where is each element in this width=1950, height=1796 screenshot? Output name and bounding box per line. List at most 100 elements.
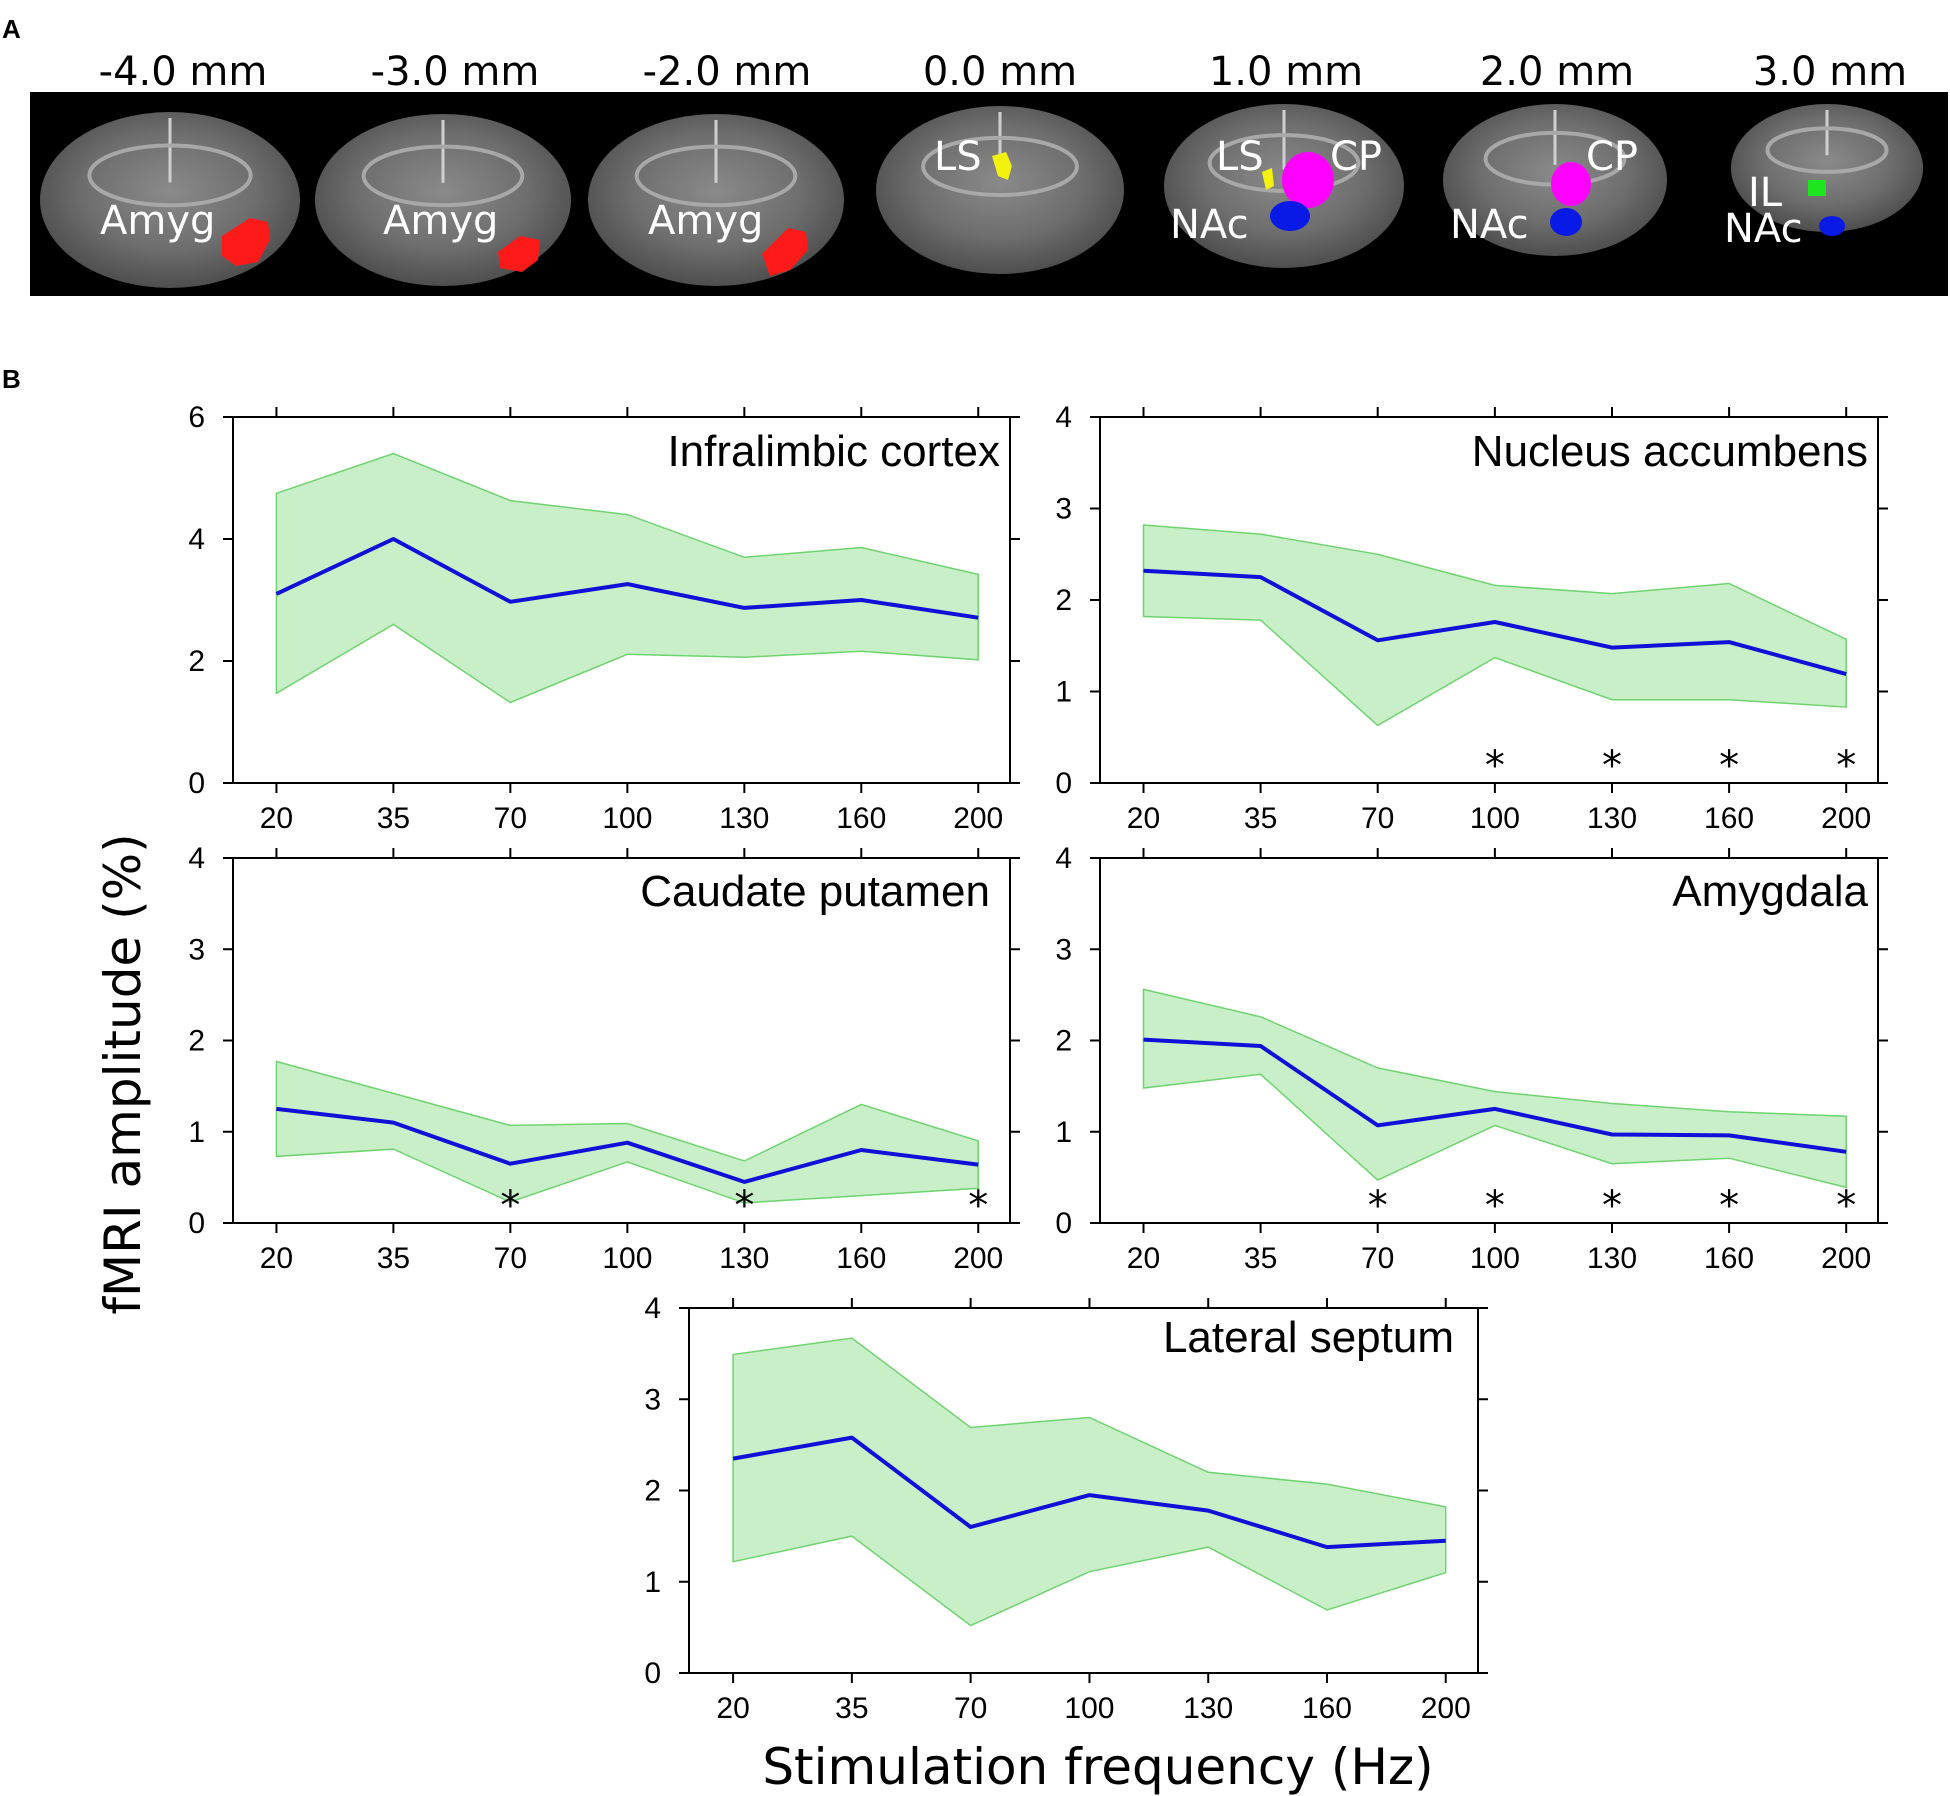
region-cp [1551, 162, 1591, 206]
significance-mark: * [500, 1183, 520, 1229]
y-tick-label: 3 [644, 1383, 661, 1416]
y-tick-label: 0 [644, 1657, 661, 1690]
x-axis-title: Stimulation frequency (Hz) [762, 1738, 1433, 1796]
brain-slice: -2.0 mm Amyg [588, 49, 844, 286]
slice-mm-label: 3.0 mm [1753, 49, 1907, 95]
region-label: Amyg [100, 198, 215, 244]
y-tick-label: 2 [188, 645, 205, 678]
brain-slice: 2.0 mm CP NAc [1443, 49, 1667, 256]
region-label: Amyg [383, 198, 498, 244]
y-tick-label: 4 [1055, 401, 1072, 434]
brain-slices: -4.0 mm Amyg -3.0 mm Amyg -2.0 mm Amyg 0.0 mm L… [40, 49, 1923, 288]
x-tick-label: 100 [602, 802, 652, 835]
y-tick-label: 4 [1055, 842, 1072, 875]
region-label: LS [934, 134, 982, 180]
white-matter-outline [87, 143, 253, 208]
slice-mm-label: -3.0 mm [371, 49, 540, 95]
white-matter-outline [1765, 126, 1889, 174]
y-tick-label: 6 [188, 401, 205, 434]
x-tick-label: 130 [719, 802, 769, 835]
significance-mark: * [1485, 743, 1505, 789]
y-tick-label: 0 [188, 1207, 205, 1240]
slice-mm-label: 2.0 mm [1480, 49, 1634, 95]
y-tick-label: 1 [188, 1116, 205, 1149]
x-tick-label: 200 [953, 1242, 1003, 1275]
chart-title: Amygdala [1672, 867, 1868, 916]
chart-title: Caudate putamen [640, 867, 990, 916]
slice-mm-label: -2.0 mm [643, 49, 812, 95]
y-tick-label: 2 [188, 1025, 205, 1058]
region-il [1808, 180, 1826, 196]
x-tick-label: 100 [1064, 1692, 1114, 1725]
white-matter-outline [921, 135, 1079, 198]
significance-mark: * [1368, 1183, 1388, 1229]
x-tick-label: 20 [260, 1242, 293, 1275]
significance-mark: * [1485, 1183, 1505, 1229]
region-amyg [498, 236, 540, 272]
y-tick-label: 3 [188, 933, 205, 966]
significance-mark: * [1719, 1183, 1739, 1229]
chart-title: Nucleus accumbens [1472, 427, 1868, 476]
region-nac [1270, 201, 1310, 231]
x-tick-label: 200 [1421, 1692, 1471, 1725]
y-tick-label: 1 [1055, 676, 1072, 709]
region-nac [1819, 216, 1845, 236]
x-tick-label: 70 [954, 1692, 987, 1725]
y-tick-label: 2 [1055, 1025, 1072, 1058]
x-tick-label: 35 [377, 802, 410, 835]
y-tick-label: 3 [1055, 493, 1072, 526]
x-tick-label: 35 [377, 1242, 410, 1275]
region-cp [1282, 152, 1334, 208]
region-label: NAc [1170, 202, 1249, 248]
chart-1: 0 2 4 6 20 35 70 100 130 160 200 Infralimbic cortex [188, 401, 1020, 835]
white-matter-outline [361, 144, 525, 208]
x-tick-label: 35 [835, 1692, 868, 1725]
white-matter-outline [634, 144, 798, 208]
x-tick-label: 130 [1587, 802, 1637, 835]
region-ls [992, 152, 1012, 180]
region-nac [1550, 208, 1582, 236]
x-tick-label: 70 [494, 802, 527, 835]
chart-3: 0 1 2 3 4 20 35 70 100 130 160 200 * * * Caudate putame… [188, 842, 1020, 1275]
significance-mark: * [1836, 743, 1856, 789]
x-tick-label: 130 [1587, 1242, 1637, 1275]
region-label: IL [1748, 170, 1783, 216]
y-tick-label: 2 [1055, 584, 1072, 617]
brain-slice: 1.0 mm LS CP NAc [1164, 49, 1404, 268]
x-tick-label: 130 [719, 1242, 769, 1275]
x-tick-label: 200 [953, 802, 1003, 835]
x-tick-label: 70 [1361, 802, 1394, 835]
region-label: Amyg [648, 198, 763, 244]
x-tick-label: 70 [1361, 1242, 1394, 1275]
region-amyg [222, 218, 270, 266]
brain-slice: -3.0 mm Amyg [315, 49, 571, 286]
x-tick-label: 160 [836, 802, 886, 835]
region-label: CP [1586, 134, 1638, 180]
significance-mark: * [968, 1183, 988, 1229]
chart-4: 0 1 2 3 4 20 35 70 100 130 160 200 * * * * * Amygdala [1055, 842, 1888, 1275]
y-tick-label: 4 [188, 523, 205, 556]
confidence-band [1142, 988, 1847, 1189]
region-label: CP [1330, 134, 1382, 180]
y-tick-label: 4 [644, 1292, 661, 1325]
brain-slice: 0.0 mm LS [876, 49, 1124, 274]
chart-title: Infralimbic cortex [667, 427, 1000, 476]
chart-2: 0 1 2 3 4 20 35 70 100 130 160 200 * * * * Nucleus accum… [1055, 401, 1888, 835]
panel-a-letter: A [2, 14, 21, 44]
confidence-band [1142, 524, 1847, 727]
y-tick-label: 0 [1055, 767, 1072, 800]
x-tick-label: 100 [1470, 1242, 1520, 1275]
x-tick-label: 160 [1704, 802, 1754, 835]
significance-mark: * [734, 1183, 754, 1229]
x-tick-label: 20 [260, 802, 293, 835]
slice-mm-label: -4.0 mm [99, 49, 268, 95]
significance-mark: * [1836, 1183, 1856, 1229]
x-tick-label: 20 [1127, 802, 1160, 835]
y-tick-label: 2 [644, 1475, 661, 1508]
white-matter-outline [1207, 133, 1361, 193]
y-tick-label: 1 [644, 1566, 661, 1599]
x-tick-label: 160 [1302, 1692, 1352, 1725]
chart-title: Lateral septum [1163, 1313, 1454, 1362]
x-tick-label: 100 [602, 1242, 652, 1275]
